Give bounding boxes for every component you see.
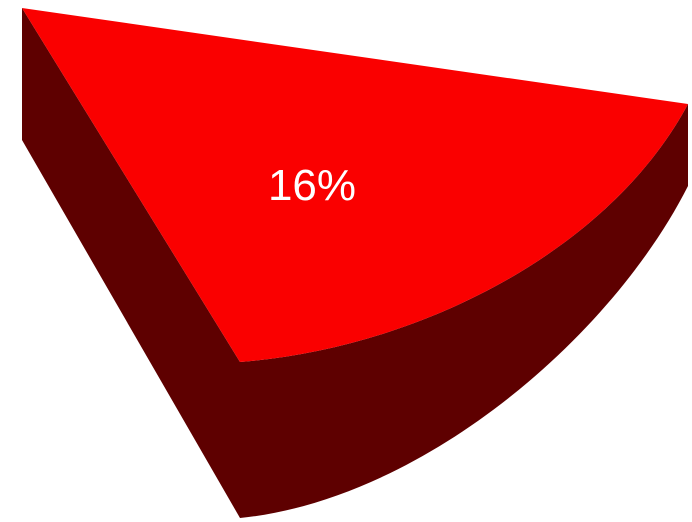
slice-side-curved: [240, 104, 688, 518]
slice-side-left: [22, 8, 240, 518]
slice-percent-label: 16%: [268, 161, 356, 210]
slice-top-face: [22, 8, 688, 362]
